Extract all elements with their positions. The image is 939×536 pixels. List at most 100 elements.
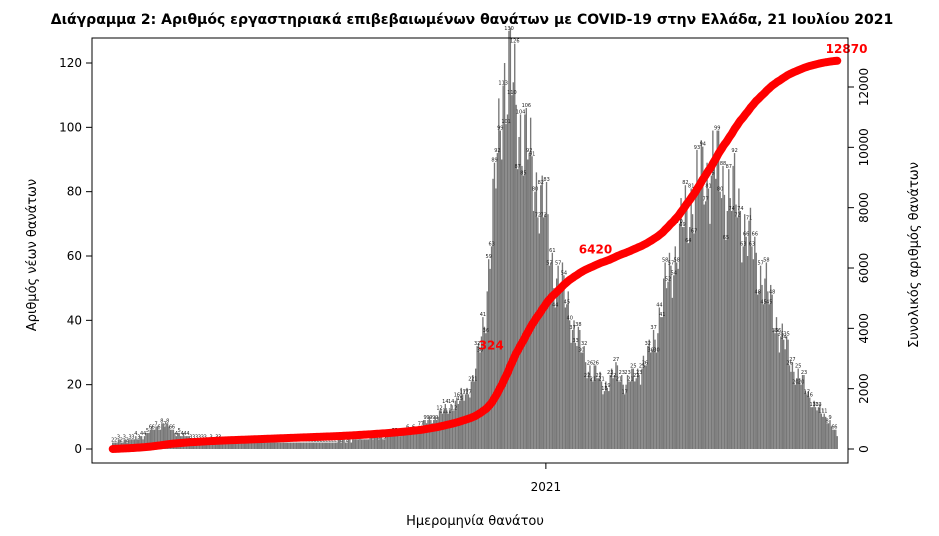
bar (587, 371, 590, 449)
bar (655, 352, 658, 449)
bar (716, 130, 718, 450)
bar (814, 407, 817, 449)
bar (415, 432, 418, 449)
bar-value-label: 23 (619, 370, 625, 376)
bar (748, 220, 750, 449)
bar (488, 259, 490, 449)
bar-value-label: 4 (181, 431, 184, 437)
y-tick-label: 40 (67, 313, 82, 327)
bar (117, 439, 120, 449)
bar (798, 378, 801, 449)
bar (255, 442, 257, 449)
bar (736, 217, 739, 449)
bar (511, 95, 513, 450)
bar (518, 136, 520, 450)
bar (817, 407, 820, 449)
bar (391, 432, 393, 449)
bar-value-label: 36 (775, 328, 781, 334)
bar (537, 217, 539, 449)
bar (408, 429, 410, 449)
bar (794, 384, 796, 449)
bar-value-label: 38 (575, 322, 581, 328)
bar (813, 400, 815, 449)
bar (435, 420, 438, 449)
bar (785, 336, 788, 449)
bar-value-label: 8 (160, 418, 163, 424)
bar-value-label: 5 (146, 428, 149, 434)
bar (506, 114, 509, 449)
bar-value-label: 99 (497, 126, 503, 132)
bar (652, 329, 655, 449)
bar (158, 429, 160, 449)
bar (378, 439, 380, 449)
bar-value-label: 2 (340, 438, 343, 444)
bar (557, 265, 559, 449)
bar-value-label: 85 (708, 171, 714, 177)
bar (680, 198, 682, 449)
bar (217, 442, 219, 449)
bar (297, 442, 299, 449)
bar-value-label: 110 (507, 90, 517, 96)
bar-value-label: 3 (192, 434, 195, 440)
bar-value-label: 12 (436, 405, 442, 411)
bar-value-label: 3 (117, 434, 120, 440)
bar (143, 436, 146, 449)
bar (586, 378, 588, 449)
bar-value-label: 4 (175, 431, 178, 437)
bar-value-label: 85 (520, 171, 526, 177)
bar (425, 423, 428, 449)
bar-value-label: 57 (555, 261, 561, 267)
bar-value-label: 61 (549, 248, 555, 254)
bar (694, 185, 697, 450)
bar-value-label: 130 (504, 26, 514, 32)
bar (365, 439, 367, 449)
bar (317, 442, 319, 449)
bar (162, 423, 164, 449)
bar (671, 297, 674, 449)
bar (809, 397, 811, 449)
bar-value-label: 4 (183, 431, 186, 437)
bar-value-label: 26 (786, 360, 792, 366)
bar (689, 227, 691, 449)
bar (826, 423, 828, 449)
bar (676, 262, 678, 449)
bar (657, 333, 659, 449)
y2-tick-label: 10000 (857, 128, 871, 166)
bar-value-label: 3 (195, 434, 198, 440)
bar-value-label: 57 (757, 261, 763, 267)
bar (576, 346, 578, 449)
bar (554, 307, 556, 449)
y2-tick-label: 6000 (857, 253, 871, 284)
bar (389, 436, 392, 449)
bar (492, 178, 494, 450)
bar (619, 381, 621, 449)
bar-value-label: 23 (801, 370, 807, 376)
bar (353, 439, 355, 449)
y-tick-label: 120 (59, 56, 82, 70)
bar (605, 381, 607, 449)
bar (749, 207, 752, 449)
bar (596, 378, 598, 449)
bar-value-label: 25 (795, 364, 801, 370)
bar (670, 265, 672, 449)
bar (616, 365, 619, 449)
bar-value-label: 87 (514, 164, 520, 170)
bar (398, 436, 400, 449)
bar (279, 442, 282, 449)
bar (725, 239, 727, 449)
bar (702, 146, 704, 449)
bar (411, 429, 413, 449)
bar-value-label: 9 (432, 415, 435, 421)
bar (229, 442, 231, 449)
bar-value-label: 21 (590, 376, 596, 382)
bar (823, 413, 825, 449)
bar (453, 410, 455, 449)
bar (642, 355, 645, 449)
bar-value-label: 21 (616, 376, 622, 382)
bar (700, 140, 702, 449)
bar (334, 442, 337, 449)
bar (376, 436, 379, 449)
bar-value-label: 20 (798, 380, 804, 386)
bar-value-label: 72 (734, 212, 740, 218)
bar (726, 210, 729, 449)
